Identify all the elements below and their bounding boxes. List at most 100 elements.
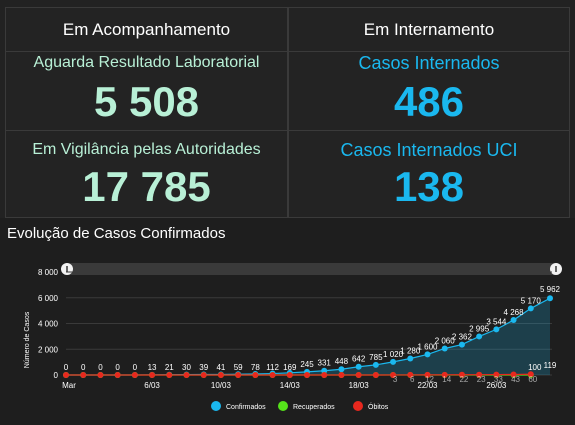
data-point[interactable] (547, 295, 553, 302)
data-point[interactable] (372, 372, 379, 378)
y-tick-label: 4 000 (38, 320, 59, 329)
data-label: 33 (494, 375, 503, 384)
data-point[interactable] (441, 345, 448, 352)
data-point[interactable] (63, 372, 69, 378)
data-point[interactable] (372, 361, 379, 368)
surveillance-label: Em Vigilância pelas Autoridades (32, 141, 261, 158)
data-point[interactable] (338, 366, 345, 373)
data-point[interactable] (200, 372, 207, 378)
data-point[interactable] (321, 372, 328, 378)
data-point[interactable] (131, 372, 138, 378)
data-point[interactable] (476, 371, 483, 378)
data-point[interactable] (355, 372, 362, 378)
data-label: 2 060 (435, 336, 456, 345)
legend-item-obitos[interactable]: Óbitos (353, 401, 389, 411)
chart-title: Evolução de Casos Confirmados (7, 225, 226, 242)
data-point[interactable] (286, 372, 293, 378)
data-point[interactable] (390, 371, 397, 378)
follow-up-header: Em Acompanhamento (6, 8, 287, 52)
data-point[interactable] (338, 372, 345, 378)
data-label: 22 (459, 375, 468, 384)
data-label: 0 (115, 363, 120, 372)
data-point[interactable] (166, 372, 173, 378)
data-label: 169 (283, 363, 297, 372)
data-label: 13 (148, 363, 157, 372)
x-tick-label: 6/03 (144, 381, 160, 390)
cases-chart: 0 0 0 0 0 13 21 30 39 41 59 78 112 169 245 331 448 642 785… (24, 263, 562, 411)
data-point[interactable] (97, 372, 104, 378)
data-label: 0 (81, 363, 86, 372)
data-point[interactable] (183, 372, 190, 378)
data-label: 78 (251, 363, 260, 372)
y-tick-label: 2 000 (38, 345, 59, 354)
x-tick-label: Mar (62, 381, 76, 390)
data-point[interactable] (304, 372, 310, 378)
data-point[interactable] (510, 371, 517, 378)
data-label: 1 020 (383, 350, 404, 359)
data-point[interactable] (355, 363, 362, 370)
data-point[interactable] (407, 355, 414, 362)
data-label: 785 (369, 353, 383, 362)
data-point[interactable] (321, 367, 328, 374)
data-point[interactable] (269, 372, 276, 378)
panel-divider (6, 130, 287, 131)
data-label: 14 (442, 375, 451, 384)
data-label: 5 170 (521, 296, 542, 305)
data-point[interactable] (424, 371, 431, 378)
data-point[interactable] (114, 372, 121, 378)
data-point[interactable] (527, 305, 534, 312)
y-tick-label: 6 000 (38, 294, 59, 303)
data-label: 2 995 (469, 324, 490, 333)
x-tick-label: 14/03 (280, 381, 301, 390)
x-tick-label: 26/03 (486, 381, 507, 390)
data-label: 0 (98, 363, 103, 372)
data-point[interactable] (458, 371, 465, 378)
data-label: 12 (425, 375, 434, 384)
hospitalization-header: Em Internamento (289, 8, 569, 52)
x-tick-label: 10/03 (211, 381, 232, 390)
data-label: 41 (216, 363, 225, 372)
zoom-handle-left-grip (66, 266, 68, 272)
data-label: 3 (393, 375, 398, 384)
icu-label: Casos Internados UCI (340, 140, 518, 160)
data-label: 0 (133, 363, 138, 372)
y-axis-title: Número de Casos (24, 311, 31, 368)
x-tick-label: 22/03 (417, 381, 438, 390)
legend-item-confirmados[interactable]: Confirmados (211, 401, 266, 411)
data-point[interactable] (235, 372, 242, 378)
data-point[interactable] (493, 326, 500, 333)
stats-panel: Em Acompanhamento Aguarda Resultado Labo… (0, 0, 575, 218)
data-point[interactable] (458, 341, 465, 348)
series-line-obitos (66, 373, 531, 376)
data-label: 245 (300, 360, 314, 369)
data-point[interactable] (252, 372, 259, 378)
data-point[interactable] (80, 372, 87, 378)
data-label: 119 (544, 361, 557, 370)
zoom-scrollbar[interactable] (66, 263, 558, 275)
data-label: 1 280 (400, 347, 421, 356)
data-point[interactable] (527, 371, 534, 378)
legend-label: Óbitos (368, 402, 389, 411)
data-label: 23 (477, 375, 486, 384)
data-point[interactable] (441, 371, 448, 378)
data-label: 21 (165, 363, 174, 372)
data-label: 3 544 (486, 317, 507, 326)
data-point[interactable] (510, 317, 517, 324)
data-point[interactable] (149, 372, 156, 378)
hospitalization-panel: Em Internamento Casos Internados 486 Cas… (288, 7, 570, 218)
data-point[interactable] (407, 371, 414, 378)
data-label: 39 (199, 363, 208, 372)
legend-item-recuperados[interactable]: Recuperados (278, 401, 335, 411)
data-point[interactable] (217, 372, 224, 378)
data-point[interactable] (493, 371, 500, 378)
data-point[interactable] (390, 358, 397, 365)
data-label: 2 362 (452, 333, 473, 342)
data-label: 0 (64, 363, 69, 372)
data-label: 43 (511, 375, 520, 384)
data-point[interactable] (424, 351, 431, 358)
data-point[interactable] (476, 333, 483, 340)
chart-panel: Evolução de Casos Confirmados 0 0 0 0 0 13 21 3… (0, 218, 575, 425)
data-label: 1 600 (417, 342, 438, 351)
y-tick-label: 8 000 (38, 268, 59, 277)
data-label: 59 (234, 363, 243, 372)
